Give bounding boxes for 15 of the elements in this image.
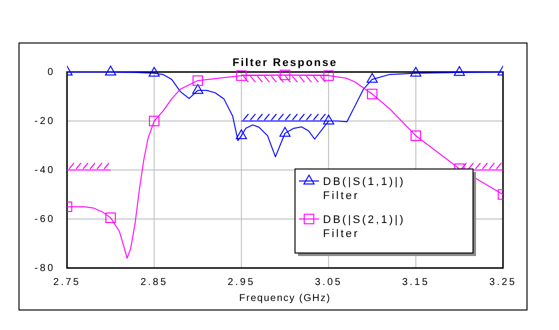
chart-title: Filter Response [232,57,338,69]
x-tick-label: 3.25 [489,277,517,288]
x-axis-title: Frequency (GHz) [239,293,331,304]
legend-label: DB(|S(1,1)|) Filter [323,176,406,202]
legend-label: DB(|S(2,1)|) Filter [323,214,406,240]
y-tick-label: -40 [34,165,55,176]
x-tick-label: 2.85 [140,277,168,288]
x-tick-label: 3.15 [402,277,430,288]
y-tick-label: 0 [47,67,55,78]
x-tick-label: 2.95 [228,277,256,288]
x-tick-label: 3.05 [314,277,342,288]
y-tick-label: -20 [34,116,55,128]
y-tick-label: -80 [34,263,55,274]
y-tick-label: -60 [34,214,55,226]
x-tick-label: 2.75 [53,277,81,288]
